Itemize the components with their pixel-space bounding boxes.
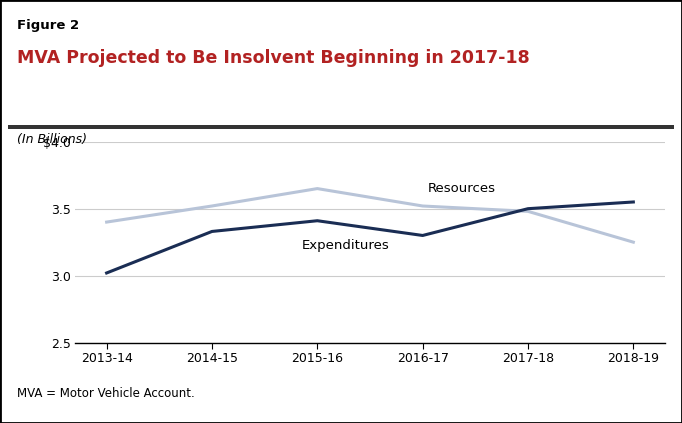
Text: Resources: Resources	[428, 182, 496, 195]
Text: Expenditures: Expenditures	[301, 239, 389, 253]
Text: MVA Projected to Be Insolvent Beginning in 2017-18: MVA Projected to Be Insolvent Beginning …	[17, 49, 530, 67]
Text: (In Billions): (In Billions)	[17, 133, 87, 146]
Text: MVA = Motor Vehicle Account.: MVA = Motor Vehicle Account.	[17, 387, 195, 400]
Text: Figure 2: Figure 2	[17, 19, 79, 32]
